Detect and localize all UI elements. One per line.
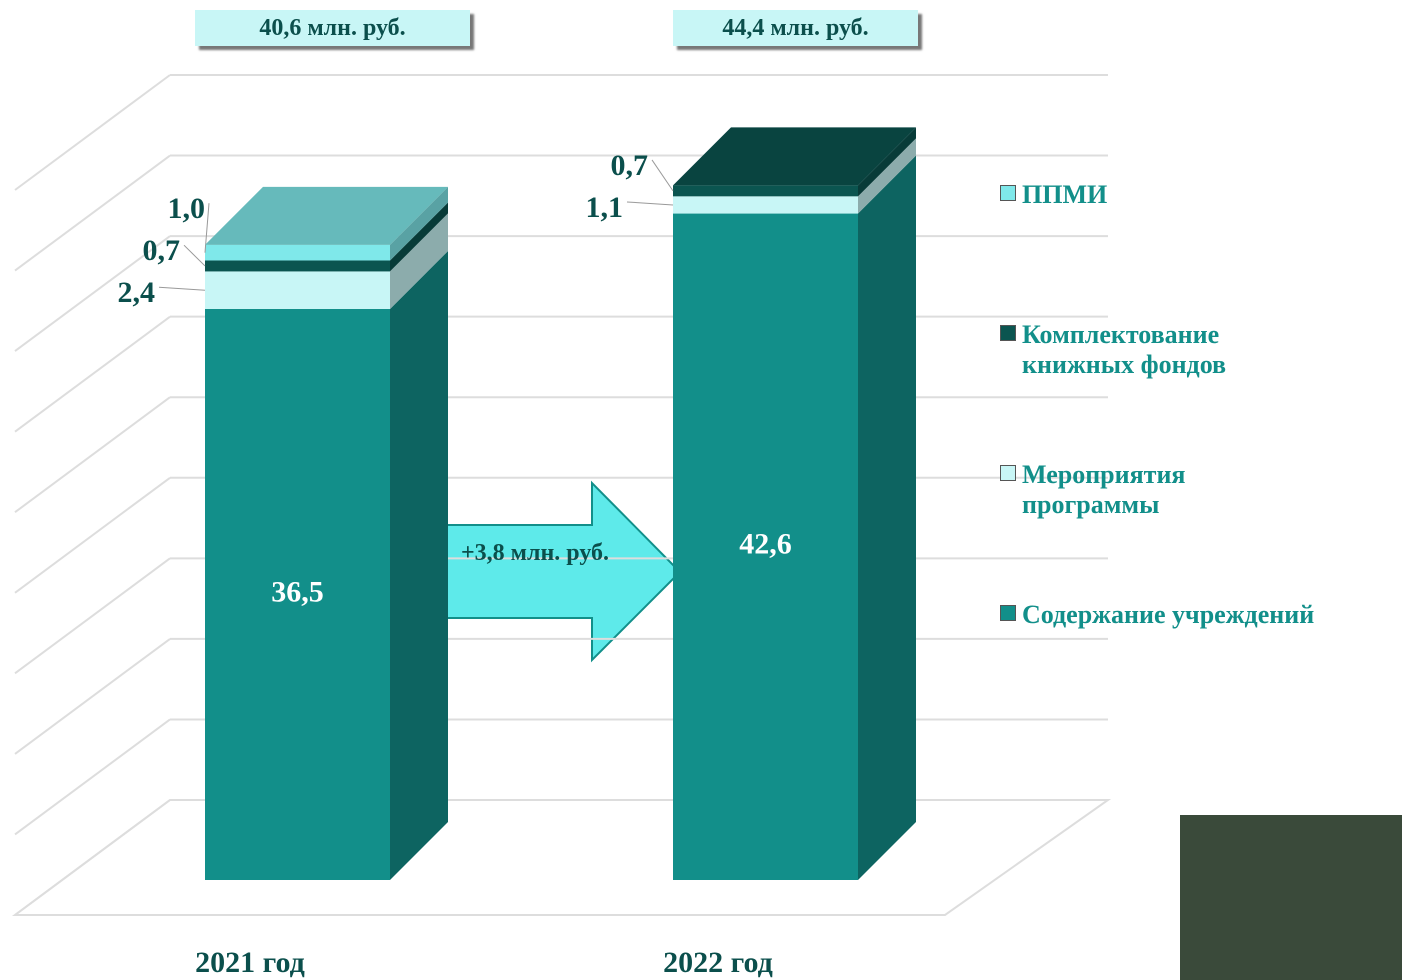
total-label: 40,6 млн. руб. <box>195 10 470 46</box>
value-label: 0,7 <box>611 149 649 182</box>
value-label: 2,4 <box>118 276 156 309</box>
legend-item: Комплектование книжных фондов <box>1000 320 1400 380</box>
bar-top <box>205 186 448 245</box>
grid-line <box>14 557 171 675</box>
total-label: 44,4 млн. руб. <box>673 10 918 46</box>
value-label: 0,7 <box>143 234 181 267</box>
value-label: 36,5 <box>271 575 324 608</box>
leader-line <box>651 159 674 192</box>
bar-side <box>858 155 916 881</box>
bar-segment <box>673 185 858 197</box>
grid-line <box>14 718 171 836</box>
legend-swatch <box>1000 465 1016 481</box>
bar-side <box>858 127 916 197</box>
legend-label: Содержание учреждений <box>1022 600 1315 629</box>
bar-side <box>390 202 448 272</box>
grid-line <box>14 799 171 916</box>
value-label: 1,1 <box>586 191 624 224</box>
grid-line <box>14 235 171 352</box>
grid-line <box>14 315 171 433</box>
legend-label: ППМИ <box>1022 180 1108 209</box>
annotation: +3,8 млн. руб. <box>460 540 610 566</box>
legend-label: Мероприятия программы <box>1022 460 1186 519</box>
photo <box>1180 815 1402 980</box>
legend-swatch <box>1000 325 1016 341</box>
bar-segment <box>205 244 390 261</box>
legend-swatch <box>1000 605 1016 621</box>
arrow <box>432 480 682 663</box>
value-label: 42,6 <box>739 528 792 561</box>
leader-line <box>158 286 206 291</box>
grid-line <box>14 154 171 272</box>
bar-side <box>390 186 448 261</box>
bar-segment <box>205 271 390 309</box>
bar-side <box>858 138 916 214</box>
floor <box>11 799 1112 916</box>
legend-item: Содержание учреждений <box>1000 600 1400 630</box>
grid-line <box>14 476 171 594</box>
legend-label: Комплектование книжных фондов <box>1022 320 1227 379</box>
x-tick-label: 2022 год <box>663 946 773 979</box>
legend-item: ППМИ <box>1000 180 1400 210</box>
x-tick-label: 2021 год <box>195 946 305 979</box>
bar-segment <box>205 260 390 272</box>
bar-segment <box>673 196 858 214</box>
value-label: 1,0 <box>168 192 206 225</box>
legend-swatch <box>1000 185 1016 201</box>
bar-side <box>390 213 448 309</box>
grid-line <box>14 74 171 191</box>
legend-item: Мероприятия программы <box>1000 460 1400 520</box>
leader-line <box>183 244 206 267</box>
bar-top <box>673 127 916 186</box>
bar-segment <box>673 213 858 881</box>
bar-side <box>390 250 448 880</box>
bar-segment <box>205 308 390 880</box>
grid-line <box>14 638 171 755</box>
grid-line <box>14 396 171 514</box>
leader-line <box>626 201 674 206</box>
